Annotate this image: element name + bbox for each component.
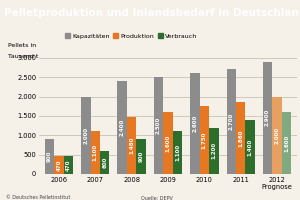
Text: 1.600: 1.600 bbox=[166, 134, 170, 152]
Bar bbox=[190, 73, 200, 174]
Text: © Deutsches Pelletinstitut: © Deutsches Pelletinstitut bbox=[6, 195, 70, 200]
Legend: Kapazitäten, Produktion, Verbrauch: Kapazitäten, Produktion, Verbrauch bbox=[63, 31, 200, 41]
Text: 1.480: 1.480 bbox=[129, 137, 134, 154]
Text: 1.400: 1.400 bbox=[248, 138, 253, 156]
Text: 1.860: 1.860 bbox=[238, 129, 243, 147]
Text: Pellets in: Pellets in bbox=[8, 43, 36, 48]
Bar bbox=[282, 112, 291, 174]
Text: 470: 470 bbox=[66, 159, 71, 171]
Bar bbox=[127, 117, 136, 174]
Bar bbox=[45, 139, 54, 174]
Text: 1.100: 1.100 bbox=[93, 144, 98, 161]
Text: 2.000: 2.000 bbox=[274, 127, 280, 144]
Bar bbox=[200, 106, 209, 174]
Text: 2.400: 2.400 bbox=[120, 119, 125, 136]
Bar bbox=[118, 81, 127, 174]
Bar bbox=[91, 131, 100, 174]
Bar bbox=[163, 112, 173, 174]
Text: 900: 900 bbox=[139, 151, 144, 162]
Text: 2.700: 2.700 bbox=[229, 113, 234, 130]
Text: 1.100: 1.100 bbox=[175, 144, 180, 161]
Bar bbox=[226, 69, 236, 174]
Bar bbox=[209, 128, 218, 174]
Text: 1.200: 1.200 bbox=[211, 142, 216, 159]
Text: Tausend t: Tausend t bbox=[8, 54, 38, 59]
Bar bbox=[54, 156, 64, 174]
Bar bbox=[100, 151, 110, 174]
Bar bbox=[236, 102, 245, 174]
Text: 2.600: 2.600 bbox=[192, 115, 197, 132]
Text: 600: 600 bbox=[102, 157, 107, 168]
Bar bbox=[263, 62, 272, 174]
Bar bbox=[245, 120, 255, 174]
Text: 900: 900 bbox=[47, 151, 52, 162]
Text: 1.750: 1.750 bbox=[202, 131, 207, 149]
Bar bbox=[272, 97, 282, 174]
Text: 1.600: 1.600 bbox=[284, 134, 289, 152]
Text: 2.000: 2.000 bbox=[83, 127, 88, 144]
Text: Pelletproduktion und Inlandsbedarf in Deutschland: Pelletproduktion und Inlandsbedarf in De… bbox=[4, 8, 300, 18]
Text: 2.900: 2.900 bbox=[265, 109, 270, 126]
Bar bbox=[64, 156, 73, 174]
Text: Quelle: DEPV: Quelle: DEPV bbox=[141, 195, 173, 200]
Text: 2.500: 2.500 bbox=[156, 117, 161, 134]
Text: 470: 470 bbox=[56, 159, 61, 171]
Bar bbox=[81, 97, 91, 174]
Bar bbox=[154, 77, 163, 174]
Bar bbox=[136, 139, 146, 174]
Bar bbox=[173, 131, 182, 174]
